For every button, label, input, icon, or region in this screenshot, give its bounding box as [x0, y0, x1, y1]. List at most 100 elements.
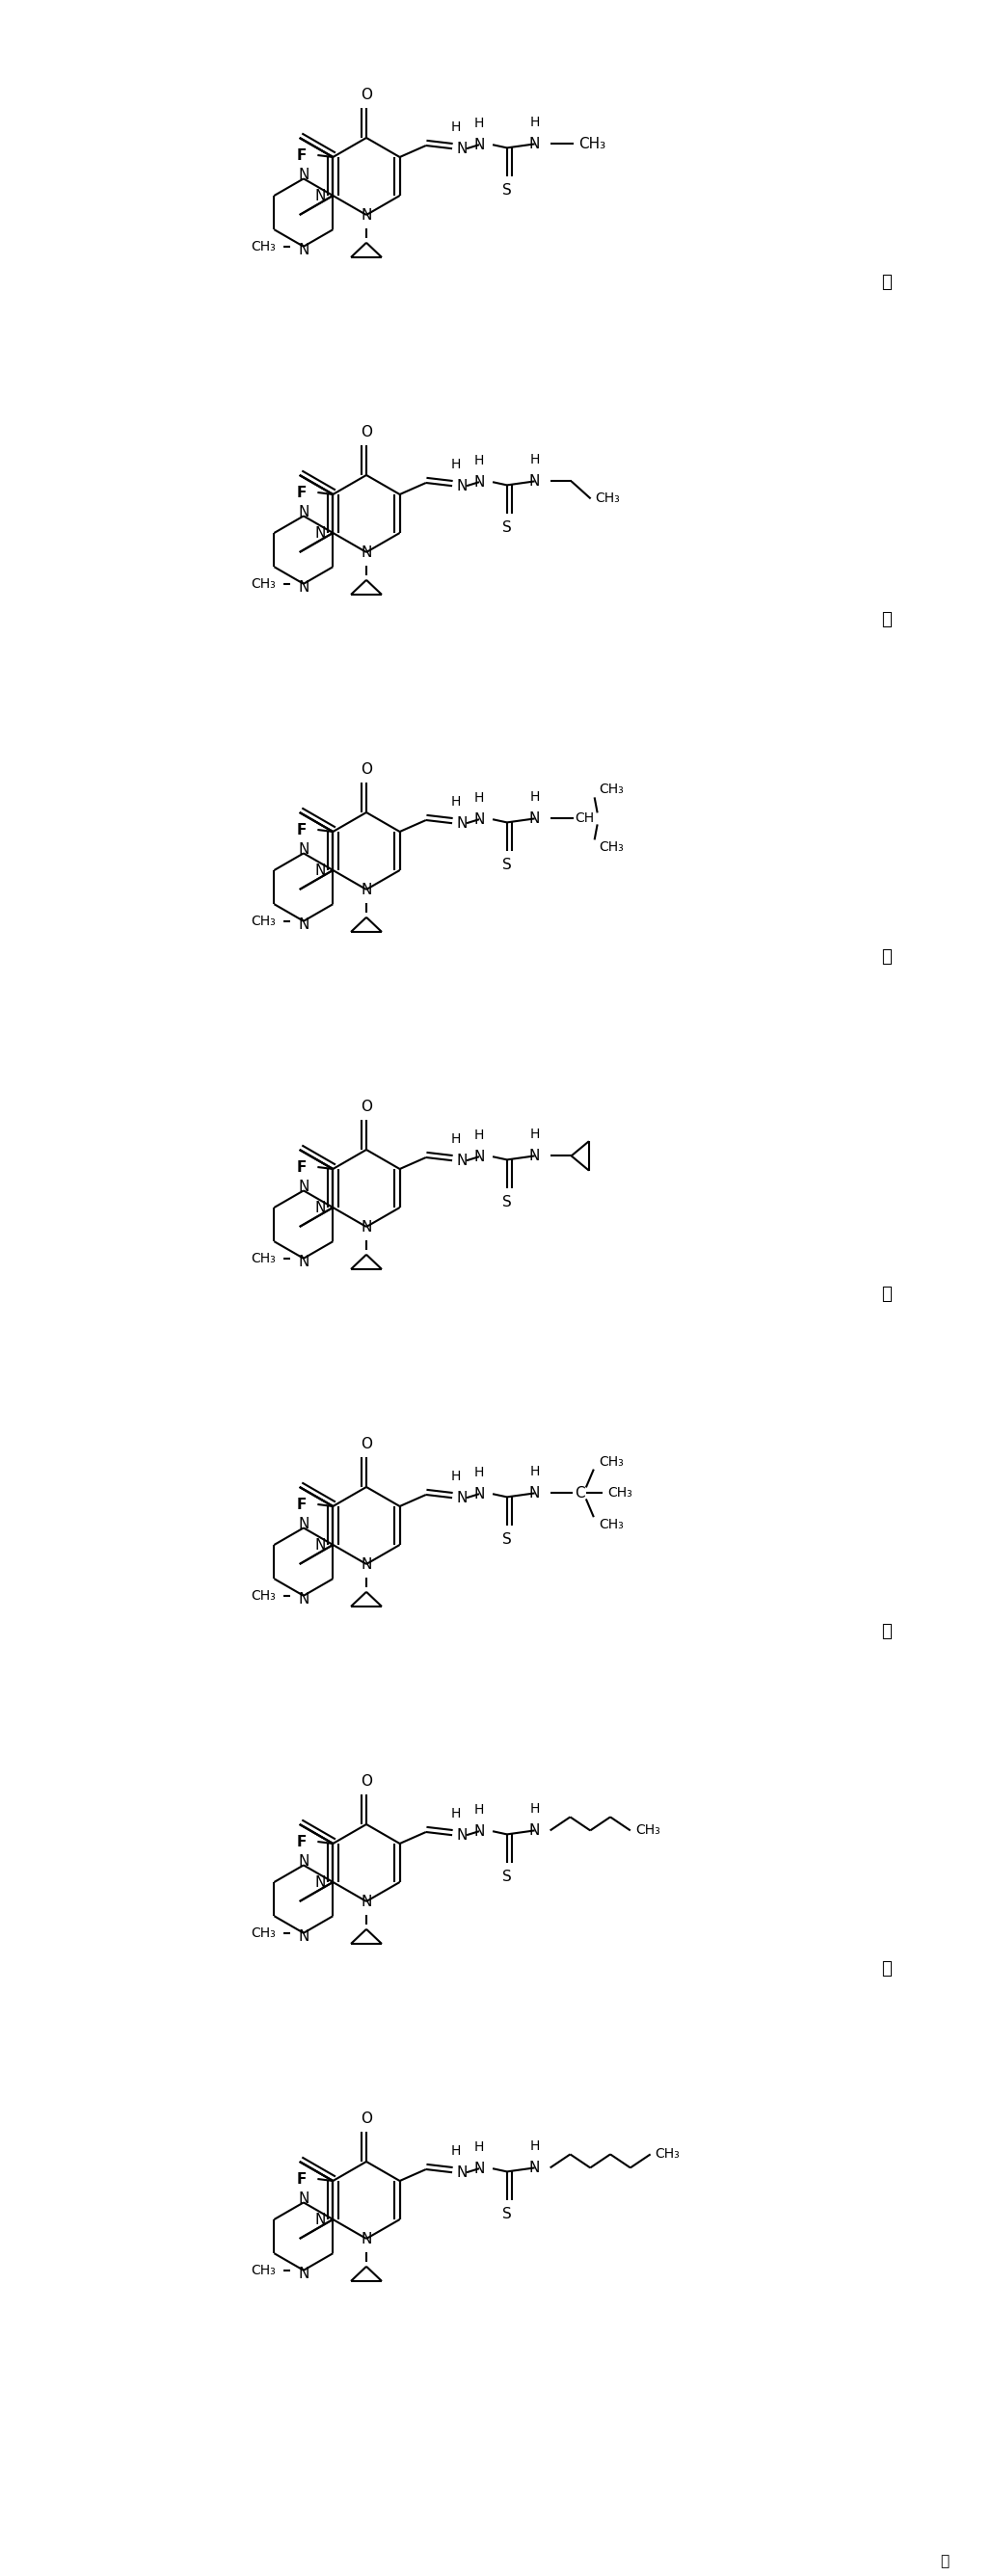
- Text: H: H: [451, 796, 461, 809]
- Text: CH₃: CH₃: [655, 2148, 680, 2161]
- Text: H: H: [451, 2143, 461, 2159]
- Text: N: N: [360, 2231, 371, 2246]
- Text: O: O: [360, 1437, 372, 1453]
- Text: N: N: [298, 242, 309, 258]
- Text: N: N: [474, 811, 485, 827]
- Text: S: S: [502, 1533, 511, 1546]
- Text: H: H: [529, 1803, 540, 1816]
- Text: H: H: [529, 1128, 540, 1141]
- Text: N: N: [298, 1929, 309, 1945]
- Text: CH₃: CH₃: [600, 840, 625, 855]
- Text: N: N: [315, 1200, 327, 1216]
- Text: N: N: [456, 1154, 467, 1167]
- Text: N: N: [360, 881, 371, 896]
- Text: N: N: [456, 479, 467, 492]
- Text: H: H: [451, 1808, 461, 1821]
- Text: N: N: [474, 2161, 485, 2177]
- Text: N: N: [456, 2166, 467, 2179]
- Text: CH: CH: [575, 811, 595, 824]
- Text: CH₃: CH₃: [608, 1486, 633, 1499]
- Text: CH₃: CH₃: [251, 914, 276, 927]
- Text: H: H: [529, 2141, 540, 2154]
- Text: F: F: [297, 484, 307, 500]
- Text: 或: 或: [882, 948, 892, 966]
- Text: N: N: [298, 1855, 309, 1868]
- Text: H: H: [475, 1466, 485, 1479]
- Text: S: S: [502, 183, 511, 198]
- Text: N: N: [474, 1486, 485, 1502]
- Text: N: N: [529, 1486, 540, 1499]
- Text: N: N: [315, 526, 327, 541]
- Text: 或: 或: [882, 1285, 892, 1303]
- Text: N: N: [315, 1875, 327, 1888]
- Text: C: C: [574, 1486, 585, 1499]
- Text: N: N: [298, 167, 309, 183]
- Text: CH₃: CH₃: [251, 1252, 276, 1265]
- Text: 。: 。: [940, 2555, 949, 2568]
- Text: N: N: [298, 1180, 309, 1193]
- Text: N: N: [529, 1824, 540, 1837]
- Text: N: N: [529, 2161, 540, 2174]
- Text: H: H: [451, 121, 461, 134]
- Text: F: F: [297, 822, 307, 837]
- Text: F: F: [297, 1497, 307, 1512]
- Text: N: N: [474, 1149, 485, 1164]
- Text: N: N: [456, 1492, 467, 1504]
- Text: H: H: [475, 453, 485, 469]
- Text: N: N: [474, 137, 485, 152]
- Text: N: N: [298, 1255, 309, 1270]
- Text: H: H: [475, 1128, 485, 1141]
- Text: N: N: [529, 1149, 540, 1164]
- Text: H: H: [529, 453, 540, 466]
- Text: N: N: [360, 546, 371, 559]
- Text: H: H: [475, 1803, 485, 1816]
- Text: N: N: [298, 917, 309, 933]
- Text: CH₃: CH₃: [596, 492, 621, 505]
- Text: 或: 或: [882, 273, 892, 291]
- Text: 或: 或: [882, 1623, 892, 1641]
- Text: CH₃: CH₃: [599, 1455, 624, 1468]
- Text: CH₃: CH₃: [578, 137, 605, 152]
- Text: CH₃: CH₃: [251, 240, 276, 252]
- Text: S: S: [502, 2208, 511, 2221]
- Text: H: H: [529, 1466, 540, 1479]
- Text: N: N: [298, 1592, 309, 1607]
- Text: O: O: [360, 1775, 372, 1788]
- Text: N: N: [360, 1556, 371, 1571]
- Text: N: N: [529, 474, 540, 489]
- Text: CH₃: CH₃: [599, 1517, 624, 1533]
- Text: H: H: [451, 459, 461, 471]
- Text: N: N: [456, 817, 467, 829]
- Text: N: N: [298, 2267, 309, 2282]
- Text: O: O: [360, 1100, 372, 1115]
- Text: H: H: [475, 791, 485, 804]
- Text: CH₃: CH₃: [251, 577, 276, 590]
- Text: F: F: [297, 1834, 307, 1850]
- Text: F: F: [297, 1159, 307, 1175]
- Text: CH₃: CH₃: [636, 1824, 660, 1837]
- Text: S: S: [502, 1195, 511, 1208]
- Text: N: N: [529, 137, 540, 152]
- Text: O: O: [360, 762, 372, 778]
- Text: N: N: [315, 863, 327, 878]
- Text: N: N: [315, 2213, 327, 2226]
- Text: N: N: [474, 1824, 485, 1839]
- Text: CH₃: CH₃: [600, 783, 625, 796]
- Text: H: H: [451, 1471, 461, 1484]
- Text: H: H: [475, 2141, 485, 2154]
- Text: N: N: [456, 142, 467, 155]
- Text: N: N: [315, 1538, 327, 1553]
- Text: N: N: [298, 1517, 309, 1530]
- Text: H: H: [475, 116, 485, 131]
- Text: 或: 或: [882, 1960, 892, 1978]
- Text: N: N: [360, 209, 371, 222]
- Text: N: N: [298, 2192, 309, 2205]
- Text: N: N: [529, 811, 540, 827]
- Text: S: S: [502, 520, 511, 536]
- Text: N: N: [360, 1218, 371, 1234]
- Text: O: O: [360, 425, 372, 440]
- Text: H: H: [529, 791, 540, 804]
- Text: H: H: [451, 1133, 461, 1146]
- Text: N: N: [456, 1829, 467, 1842]
- Text: N: N: [474, 474, 485, 489]
